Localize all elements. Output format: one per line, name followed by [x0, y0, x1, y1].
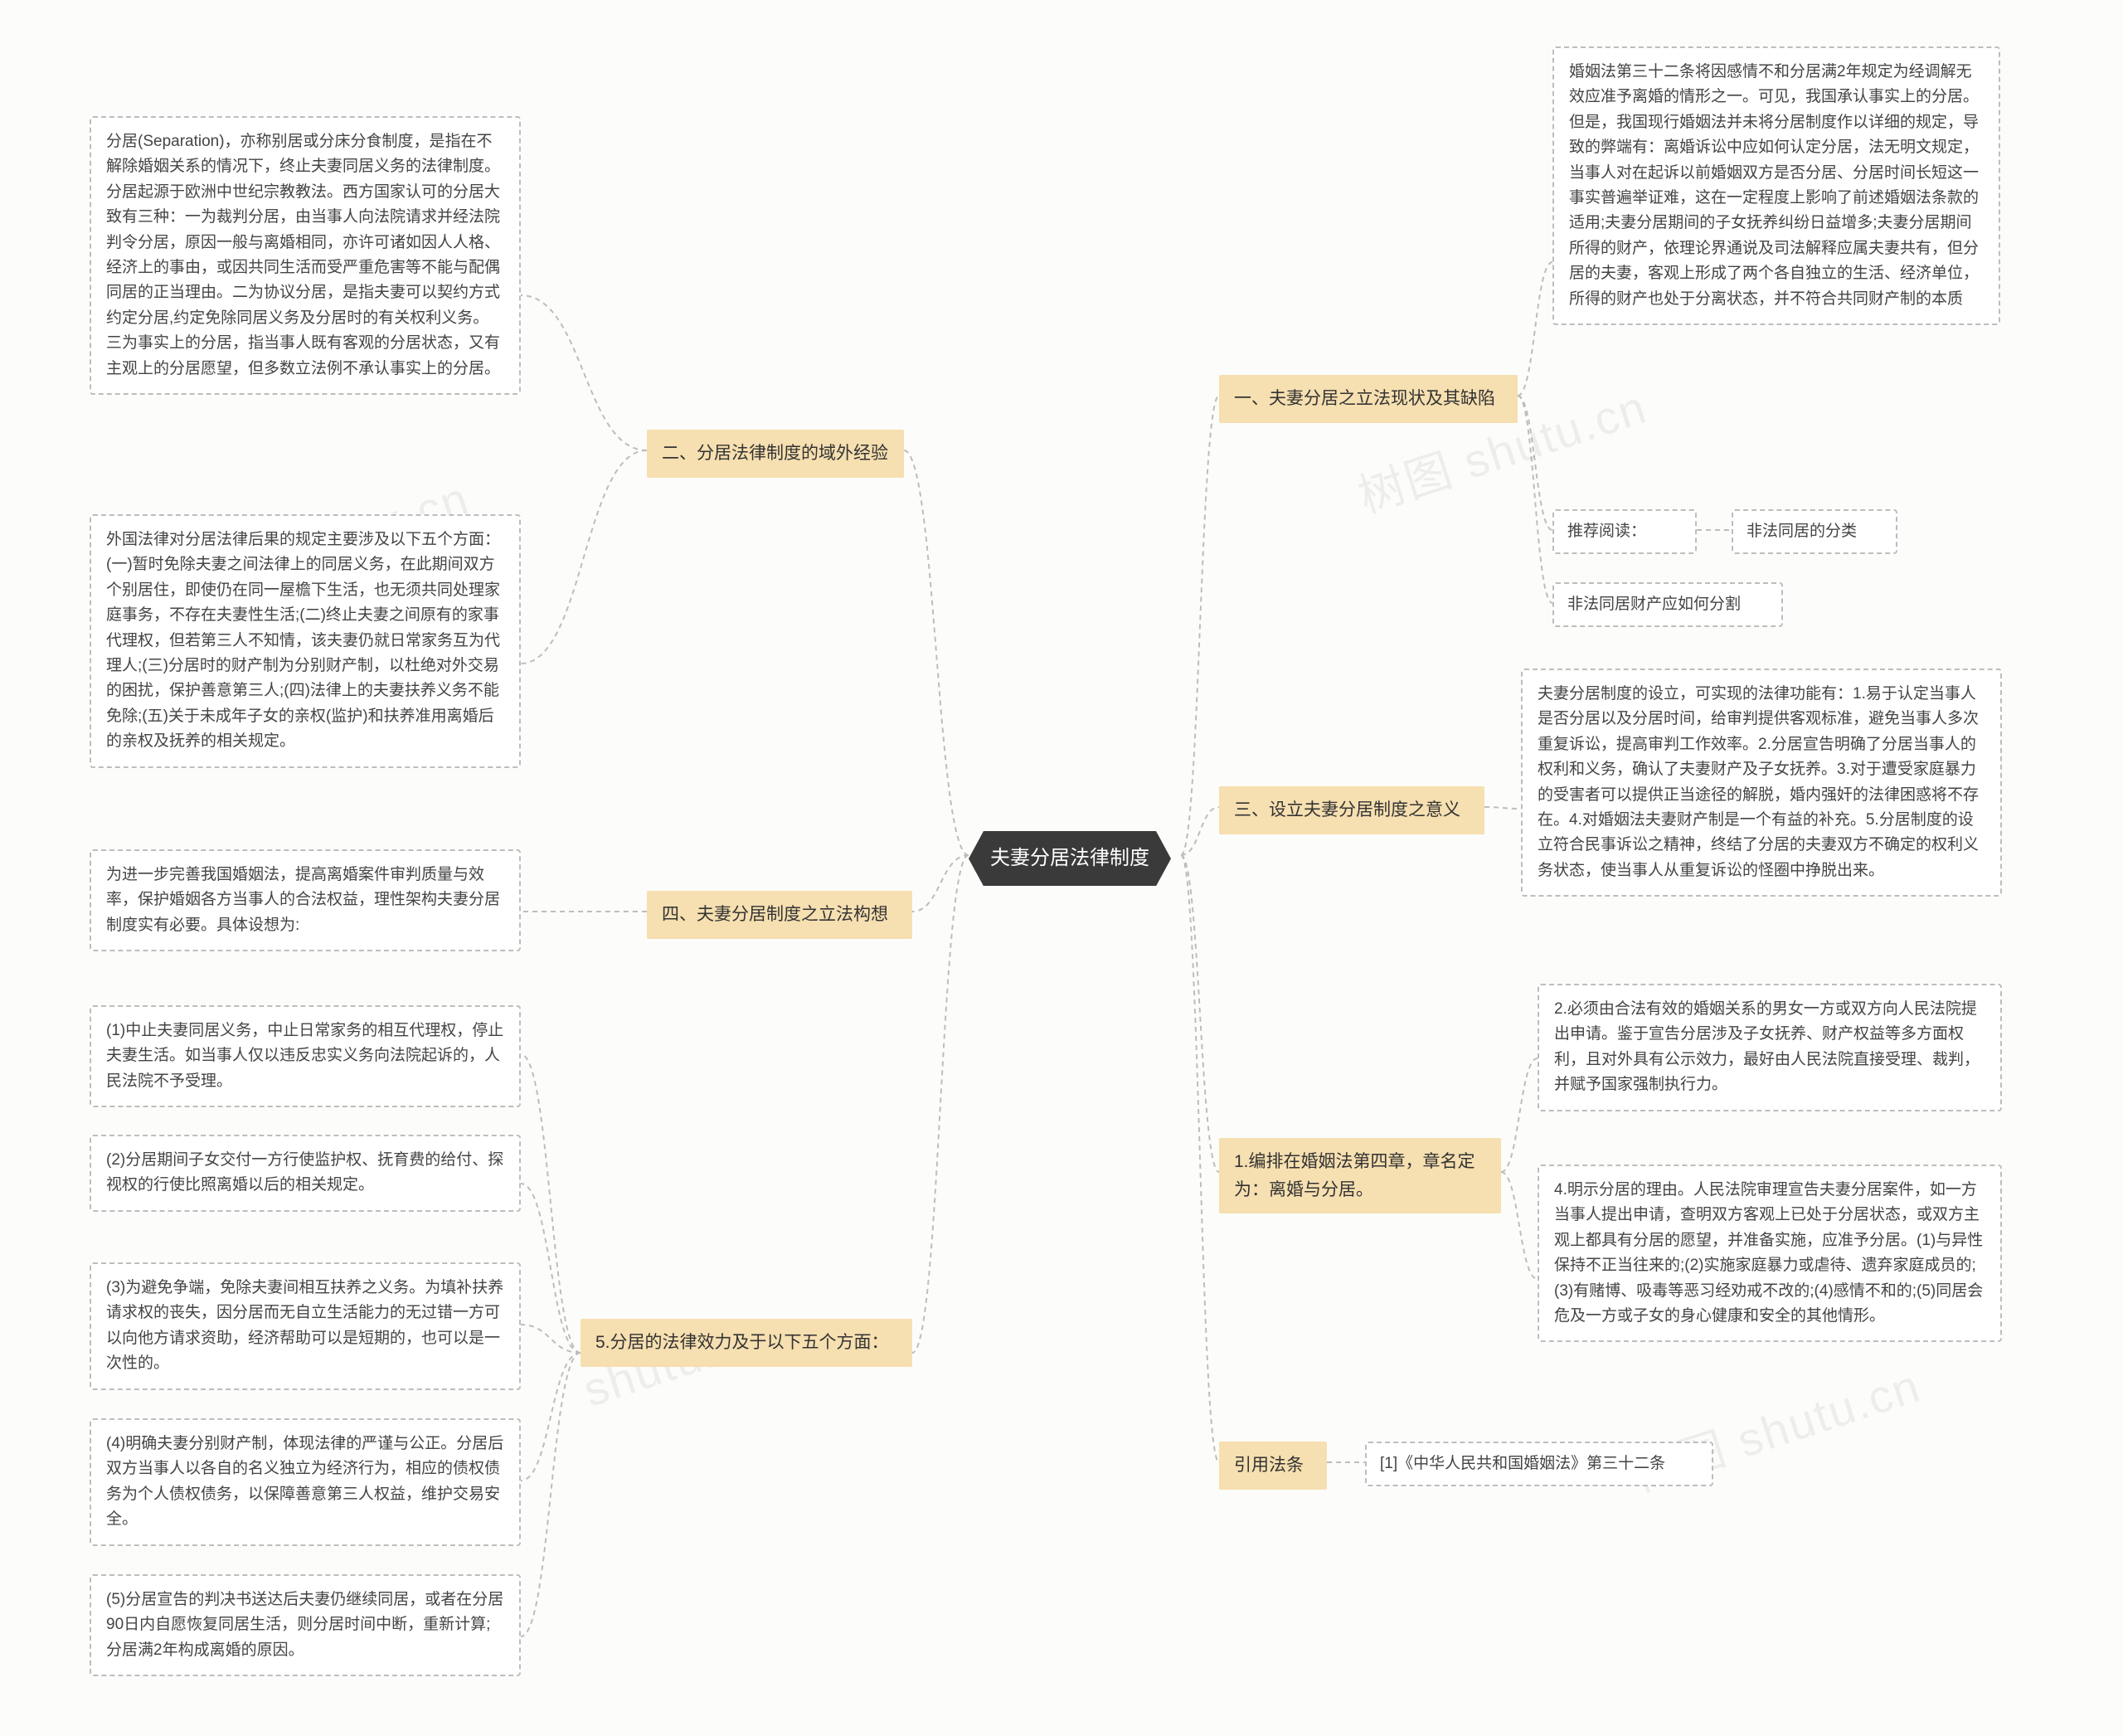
b1l1: 婚姻法第三十二条将因感情不和分居满2年规定为经调解无效应准予离婚的情形之一。可见… [1552, 46, 2000, 325]
b6l2: 4.明示分居的理由。人民法院审理宣告夫妻分居案件，如一方当事人提出申请，查明双方… [1538, 1165, 2002, 1342]
b6: 1.编排在婚姻法第四章，章名定为：离婚与分居。 [1219, 1138, 1501, 1213]
b3l1: 夫妻分居制度的设立，可实现的法律功能有：1.易于认定当事人是否分居以及分居时间，… [1521, 669, 2002, 897]
b7: 引用法条 [1219, 1442, 1327, 1490]
b5l1: (1)中止夫妻同居义务，中止日常家务的相互代理权，停止夫妻生活。如当事人仅以违反… [90, 1005, 521, 1107]
b5: 5.分居的法律效力及于以下五个方面： [581, 1319, 912, 1367]
b1: 一、夫妻分居之立法现状及其缺陷 [1219, 375, 1518, 423]
b5l4: (4)明确夫妻分别财产制，体现法律的严谨与公正。分居后双方当事人以各自的名义独立… [90, 1418, 521, 1546]
b1l4: 非法同居财产应如何分割 [1552, 582, 1783, 627]
b1l2: 推荐阅读： [1552, 509, 1697, 554]
b2: 二、分居法律制度的域外经验 [647, 430, 904, 478]
b2l1: 分居(Separation)，亦称别居或分床分食制度，是指在不解除婚姻关系的情况… [90, 116, 521, 395]
b4: 四、夫妻分居制度之立法构想 [647, 891, 912, 939]
b5l3: (3)为避免争端，免除夫妻间相互扶养之义务。为填补扶养请求权的丧失，因分居而无自… [90, 1262, 521, 1390]
b4l1: 为进一步完善我国婚姻法，提高离婚案件审判质量与效率，保护婚姻各方当事人的合法权益… [90, 849, 521, 951]
b1l3: 非法同居的分类 [1732, 509, 1897, 554]
b3: 三、设立夫妻分居制度之意义 [1219, 786, 1484, 834]
b6l1: 2.必须由合法有效的婚姻关系的男女一方或双方向人民法院提出申请。鉴于宣告分居涉及… [1538, 984, 2002, 1111]
b7l1: [1]《中华人民共和国婚姻法》第三十二条 [1365, 1442, 1713, 1486]
b5l2: (2)分居期间子女交付一方行使监护权、抚育费的给付、探视权的行使比照离婚以后的相… [90, 1135, 521, 1212]
b2l2: 外国法律对分居法律后果的规定主要涉及以下五个方面：(一)暂时免除夫妻之间法律上的… [90, 514, 521, 768]
root-node: 夫妻分居法律制度 [969, 831, 1171, 886]
b5l5: (5)分居宣告的判决书送达后夫妻仍继续同居，或者在分居90日内自愿恢复同居生活，… [90, 1574, 521, 1676]
